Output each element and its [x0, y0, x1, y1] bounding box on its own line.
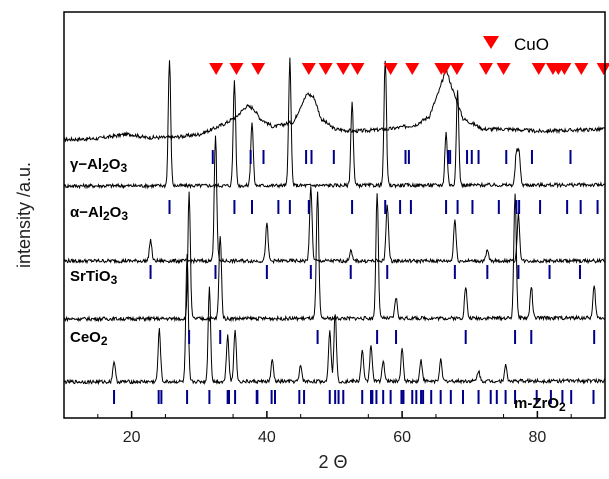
- x-axis-title: 2 Θ: [318, 452, 347, 472]
- sample-label-alpha-alumina: α−Al2O3: [70, 204, 128, 223]
- cuo-marker-5: [318, 63, 333, 75]
- cuo-marker-8: [383, 63, 398, 75]
- x-tick-label-20: 20: [123, 429, 141, 446]
- cuo-marker-2: [229, 63, 244, 75]
- x-ticks-layer: 20 40 60 80: [97, 411, 572, 446]
- sample-label-srtio3: SrTiO3: [70, 268, 118, 287]
- cuo-marker-13: [478, 63, 493, 75]
- cuo-marker-15: [531, 63, 546, 75]
- cuo-marker-14: [496, 63, 511, 75]
- cuo-marker-18: [557, 63, 572, 75]
- series-layer: [63, 57, 606, 386]
- sample-label-zro2: m-ZrO2: [514, 395, 566, 414]
- cuo-marker-9: [405, 63, 420, 75]
- cuo-marker-19: [574, 63, 589, 75]
- cuo-marker-20: [596, 63, 609, 75]
- series-1-line: [63, 69, 606, 143]
- series-3-line: [63, 135, 606, 265]
- legend-cuo-marker: [483, 36, 499, 49]
- cuo-marker-11: [437, 63, 452, 75]
- sample-label-gamma-alumina: γ−Al2O3: [70, 156, 127, 175]
- cuo-marker-7: [350, 63, 365, 75]
- cuo-marker-3: [251, 63, 266, 75]
- x-tick-label-60: 60: [393, 429, 411, 446]
- series-5-line: [63, 254, 606, 386]
- legend: CuO: [483, 35, 549, 54]
- legend-cuo-label: CuO: [514, 35, 549, 54]
- series-4-line: [63, 191, 606, 323]
- cuo-marker-12: [449, 63, 464, 75]
- cuo-marker-1: [209, 63, 224, 75]
- sample-label-ceo2: CeO2: [70, 329, 108, 348]
- cuo-markers-layer: [209, 63, 609, 75]
- x-tick-label-40: 40: [258, 429, 276, 446]
- series-2-line: [63, 57, 606, 190]
- x-tick-label-80: 80: [528, 429, 546, 446]
- cuo-marker-4: [301, 63, 316, 75]
- y-axis-title: intensity /a.u.: [14, 162, 34, 268]
- cuo-marker-6: [336, 63, 351, 75]
- reference-ticks-layer: [113, 150, 599, 404]
- plot-frame: [63, 11, 606, 419]
